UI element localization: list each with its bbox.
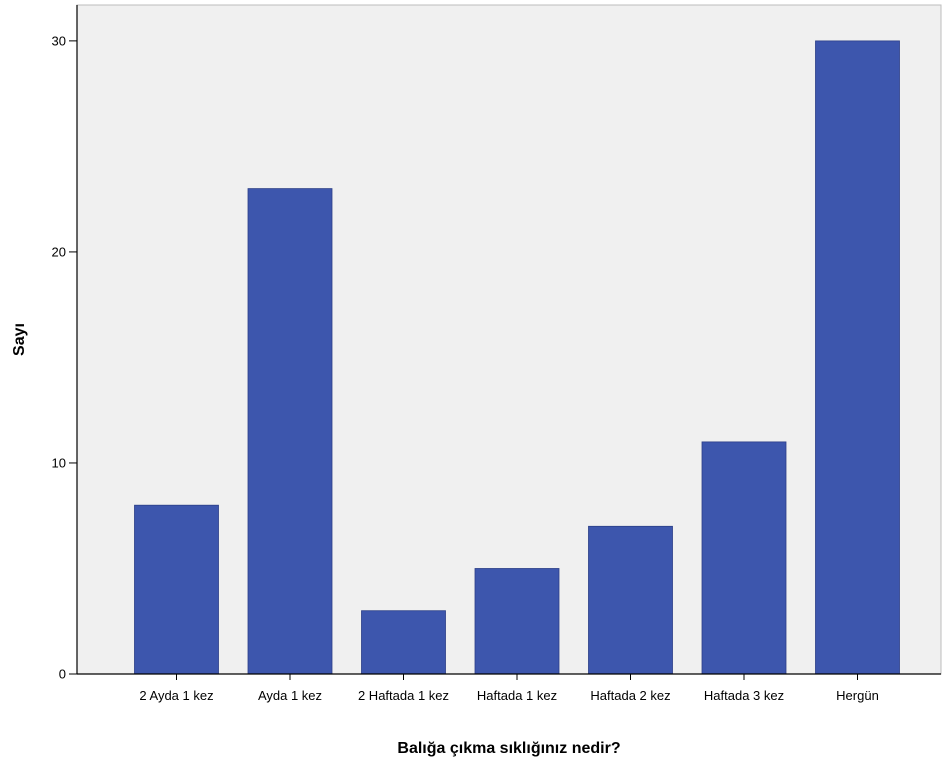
y-tick-label-0: 0 — [59, 667, 66, 682]
x-tick-label-2: Ayda 1 kez — [258, 688, 322, 703]
plot-area — [76, 4, 942, 675]
x-axis-title: Balığa çıkma sıklığınız nedir? — [397, 740, 620, 757]
bar-7 — [815, 40, 900, 675]
x-tick-label-6: Haftada 3 kez — [704, 688, 784, 703]
y-axis-ticks: 0 10 20 30 — [52, 33, 77, 682]
y-tick-label-1: 10 — [52, 455, 66, 470]
x-tick-label-4: Haftada 1 kez — [477, 688, 557, 703]
bar-6 — [701, 441, 787, 675]
x-tick-label-7: Hergün — [836, 688, 879, 703]
bar-5 — [588, 525, 673, 675]
bar-1 — [134, 504, 219, 675]
y-tick-label-2: 20 — [52, 244, 66, 259]
bar-2 — [247, 188, 333, 675]
bars-group — [134, 40, 900, 675]
x-tick-label-3: 2 Haftada 1 kez — [358, 688, 449, 703]
y-tick-label-3: 30 — [52, 33, 66, 48]
x-tick-label-1: 2 Ayda 1 kez — [139, 688, 213, 703]
x-axis-ticks: 2 Ayda 1 kez Ayda 1 kez 2 Haftada 1 kez Haf… — [139, 674, 879, 703]
y-axis-title: Sayı — [11, 323, 28, 356]
bar-4 — [474, 568, 560, 675]
x-tick-label-5: Haftada 2 kez — [590, 688, 670, 703]
bar-3 — [361, 610, 446, 675]
